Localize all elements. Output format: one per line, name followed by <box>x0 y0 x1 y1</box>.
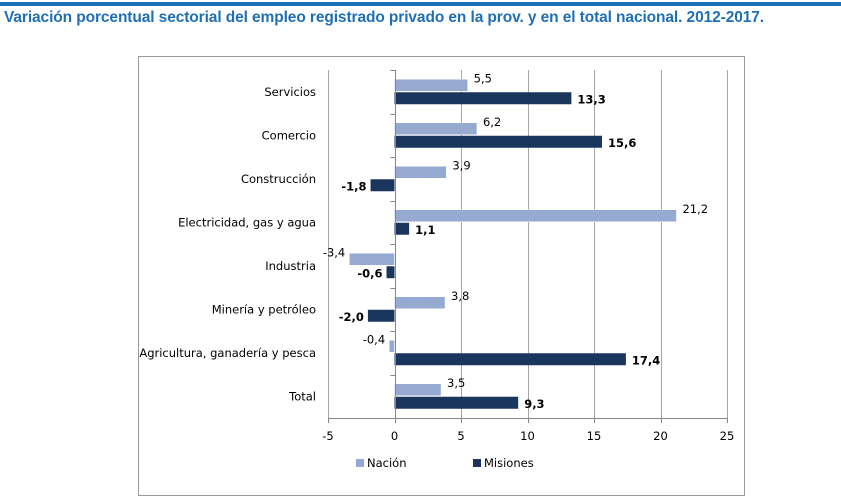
bar-misiones <box>394 222 410 235</box>
header-rule <box>0 2 841 6</box>
bar-misiones <box>394 92 572 105</box>
axes <box>328 70 728 423</box>
bar-misiones <box>394 353 626 366</box>
x-tick-label: -5 <box>322 429 333 443</box>
bar-nacion <box>388 340 395 353</box>
bar-nacion <box>394 166 447 179</box>
bar-misiones <box>370 179 395 192</box>
category-label: Comercio <box>262 128 316 142</box>
data-label-nacion: 5,5 <box>474 71 492 85</box>
category-label: Servicios <box>264 85 316 99</box>
x-tick-label: 0 <box>391 429 398 443</box>
bar-misiones <box>394 396 519 409</box>
category-labels: Servicios Comercio Construcción Electricida… <box>139 85 316 404</box>
bar-misiones <box>394 135 602 148</box>
data-label-nacion: 3,8 <box>451 289 469 303</box>
data-label-nacion: -0,4 <box>363 332 385 346</box>
chart-title: Variación porcentual sectorial del emple… <box>4 9 764 26</box>
bars <box>349 79 677 409</box>
category-label: Agricultura, ganadería y pesca <box>139 346 316 360</box>
category-label: Total <box>288 389 316 403</box>
data-label-nacion: 3,5 <box>447 376 465 390</box>
legend: Nación Misiones <box>356 456 534 470</box>
data-label-nacion: 21,2 <box>682 202 708 216</box>
bar-nacion <box>394 296 446 309</box>
category-label: Industria <box>265 259 316 273</box>
data-label-misiones: 13,3 <box>577 92 605 106</box>
data-label-nacion: -3,4 <box>323 245 345 259</box>
data-label-misiones: -2,0 <box>339 310 364 324</box>
value-labels: 5,5 13,3 6,2 15,6 3,9 -1,8 21,2 1,1 -3,4 -0,6 3,8 -… <box>323 71 708 411</box>
legend-swatch-nacion <box>356 459 364 467</box>
bar-misiones <box>367 309 395 322</box>
gridlines <box>328 70 728 418</box>
legend-label-nacion: Nación <box>367 456 407 470</box>
bar-nacion <box>349 253 395 266</box>
bar-nacion <box>394 79 468 92</box>
bar-nacion <box>394 122 478 135</box>
bar-misiones <box>386 266 395 279</box>
x-tick-label: 20 <box>653 429 668 443</box>
data-label-misiones: -1,8 <box>341 179 366 193</box>
category-label: Electricidad, gas y agua <box>178 215 316 229</box>
legend-label-misiones: Misiones <box>484 456 534 470</box>
data-label-misiones: -0,6 <box>357 266 382 280</box>
x-tick-labels: -5 0 5 10 15 20 25 <box>322 429 734 443</box>
data-label-misiones: 15,6 <box>608 136 636 150</box>
bar-nacion <box>394 209 677 222</box>
data-label-nacion: 3,9 <box>452 158 470 172</box>
category-label: Construcción <box>241 172 316 186</box>
x-tick-label: 10 <box>520 429 535 443</box>
data-label-misiones: 17,4 <box>632 353 660 367</box>
x-tick-label: 5 <box>457 429 464 443</box>
x-tick-label: 15 <box>587 429 602 443</box>
data-label-nacion: 6,2 <box>483 115 501 129</box>
category-label: Minería y petróleo <box>212 302 316 316</box>
bar-nacion <box>394 383 442 396</box>
data-label-misiones: 1,1 <box>415 223 435 237</box>
x-tick-label: 25 <box>720 429 735 443</box>
legend-swatch-misiones <box>473 459 481 467</box>
data-label-misiones: 9,3 <box>524 397 544 411</box>
